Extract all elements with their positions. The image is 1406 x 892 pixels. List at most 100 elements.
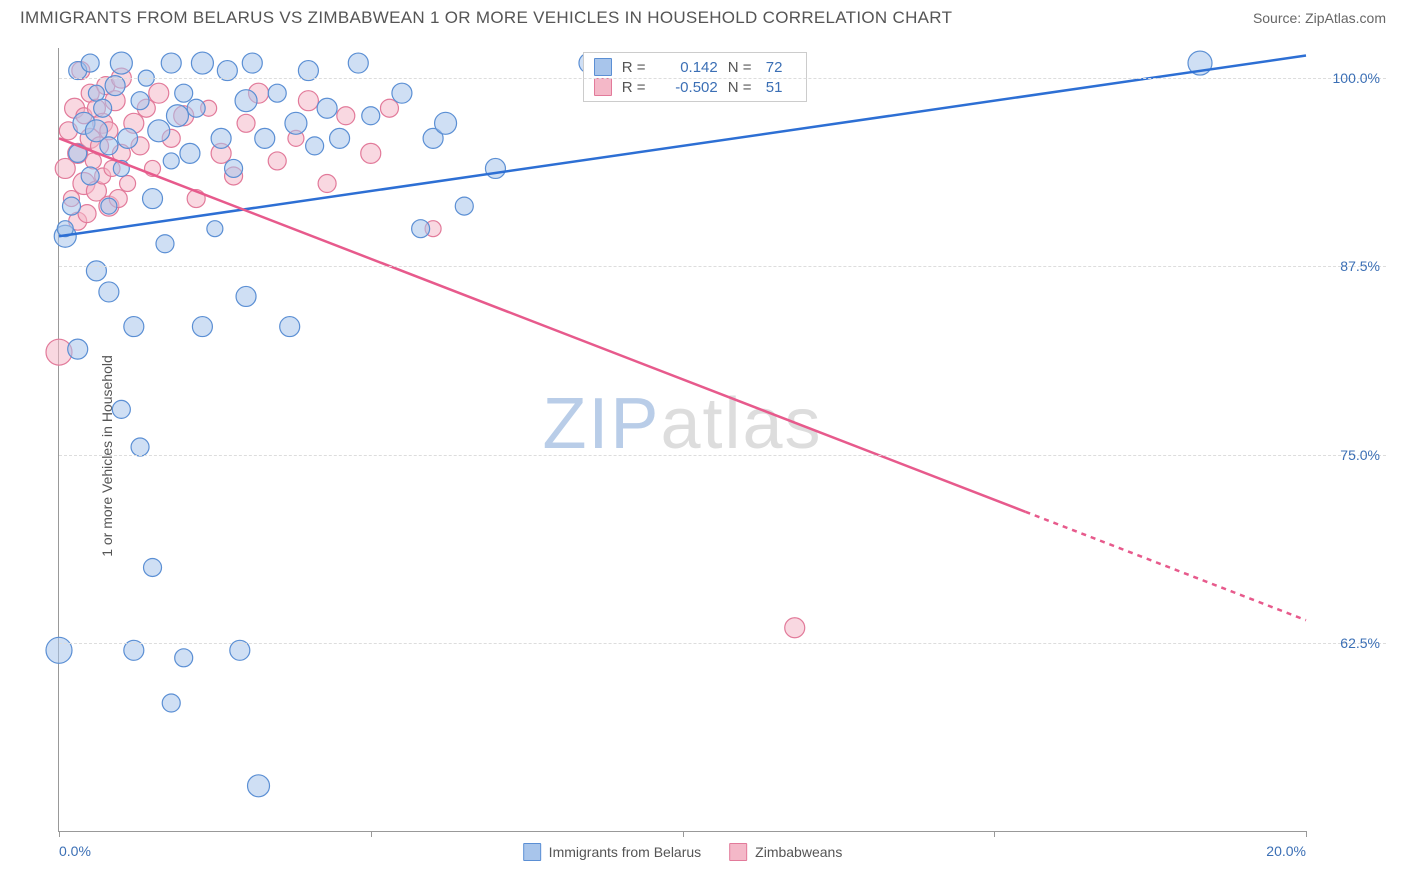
- scatter-point-belarus: [166, 105, 188, 127]
- legend-item-zimbabwe: Zimbabweans: [729, 843, 842, 861]
- source-attribution: Source: ZipAtlas.com: [1253, 10, 1386, 26]
- scatter-point-belarus: [255, 128, 275, 148]
- scatter-point-belarus: [100, 137, 118, 155]
- stats-swatch-zimbabwe: [594, 78, 612, 96]
- scatter-point-belarus: [81, 54, 99, 72]
- scatter-point-belarus: [348, 53, 368, 73]
- scatter-point-belarus: [280, 317, 300, 337]
- stats-r-label: R =: [622, 79, 650, 96]
- scatter-point-belarus: [110, 52, 132, 74]
- scatter-point-belarus: [207, 221, 223, 237]
- x-tick: [59, 831, 60, 837]
- legend-label-zimbabwe: Zimbabweans: [755, 844, 842, 860]
- scatter-point-belarus: [81, 167, 99, 185]
- stats-r-label: R =: [622, 59, 650, 76]
- scatter-point-belarus: [180, 143, 200, 163]
- scatter-point-belarus: [192, 317, 212, 337]
- scatter-plot-svg: [59, 48, 1306, 831]
- scatter-point-belarus: [124, 317, 144, 337]
- scatter-point-belarus: [162, 694, 180, 712]
- scatter-point-belarus: [94, 99, 112, 117]
- scatter-point-zimbabwe: [120, 176, 136, 192]
- legend-item-belarus: Immigrants from Belarus: [523, 843, 701, 861]
- scatter-point-belarus: [143, 189, 163, 209]
- scatter-point-belarus: [248, 775, 270, 797]
- gridline-h: [59, 78, 1386, 79]
- x-tick: [371, 831, 372, 837]
- scatter-point-belarus: [187, 99, 205, 117]
- scatter-point-zimbabwe: [361, 143, 381, 163]
- x-tick-label: 20.0%: [1266, 843, 1306, 859]
- scatter-point-belarus: [131, 438, 149, 456]
- y-tick-label: 87.5%: [1340, 258, 1380, 274]
- stats-n-value-zimbabwe: 51: [766, 79, 796, 96]
- legend-swatch-belarus: [523, 843, 541, 861]
- scatter-point-belarus: [268, 84, 286, 102]
- scatter-point-belarus: [112, 400, 130, 418]
- scatter-point-zimbabwe: [268, 152, 286, 170]
- scatter-point-belarus: [225, 159, 243, 177]
- y-tick-label: 100.0%: [1333, 70, 1380, 86]
- scatter-point-belarus: [435, 112, 457, 134]
- scatter-point-belarus: [485, 158, 505, 178]
- scatter-point-belarus: [306, 137, 324, 155]
- gridline-h: [59, 266, 1386, 267]
- scatter-point-belarus: [236, 286, 256, 306]
- scatter-point-zimbabwe: [785, 618, 805, 638]
- bottom-legend: Immigrants from Belarus Zimbabweans: [523, 843, 843, 861]
- scatter-point-zimbabwe: [337, 107, 355, 125]
- scatter-point-belarus: [330, 128, 350, 148]
- chart-container: 1 or more Vehicles in Household ZIPatlas…: [20, 40, 1386, 872]
- y-tick-label: 75.0%: [1340, 447, 1380, 463]
- scatter-point-belarus: [156, 235, 174, 253]
- stats-swatch-belarus: [594, 58, 612, 76]
- stats-row-zimbabwe: R = -0.502 N = 51: [594, 77, 796, 97]
- x-tick: [994, 831, 995, 837]
- scatter-point-belarus: [161, 53, 181, 73]
- legend-label-belarus: Immigrants from Belarus: [549, 844, 701, 860]
- scatter-point-belarus: [86, 261, 106, 281]
- x-tick: [683, 831, 684, 837]
- stats-r-value-belarus: 0.142: [660, 59, 718, 76]
- scatter-point-zimbabwe: [298, 91, 318, 111]
- stats-r-value-zimbabwe: -0.502: [660, 79, 718, 96]
- scatter-point-belarus: [144, 558, 162, 576]
- scatter-point-belarus: [62, 197, 80, 215]
- scatter-point-belarus: [191, 52, 213, 74]
- scatter-point-belarus: [412, 220, 430, 238]
- scatter-point-belarus: [68, 339, 88, 359]
- scatter-point-belarus: [317, 98, 337, 118]
- scatter-point-zimbabwe: [237, 114, 255, 132]
- stats-n-value-belarus: 72: [766, 59, 796, 76]
- gridline-h: [59, 643, 1386, 644]
- scatter-point-belarus: [211, 128, 231, 148]
- scatter-point-zimbabwe: [318, 175, 336, 193]
- scatter-point-belarus: [362, 107, 380, 125]
- scatter-point-belarus: [175, 649, 193, 667]
- scatter-point-belarus: [163, 153, 179, 169]
- gridline-h: [59, 455, 1386, 456]
- scatter-point-belarus: [242, 53, 262, 73]
- scatter-point-belarus: [175, 84, 193, 102]
- scatter-point-zimbabwe: [149, 83, 169, 103]
- chart-title: IMMIGRANTS FROM BELARUS VS ZIMBABWEAN 1 …: [20, 8, 952, 28]
- scatter-point-belarus: [455, 197, 473, 215]
- stats-n-label: N =: [728, 59, 756, 76]
- scatter-point-belarus: [392, 83, 412, 103]
- scatter-point-belarus: [148, 120, 170, 142]
- x-tick-label: 0.0%: [59, 843, 91, 859]
- scatter-point-belarus: [99, 282, 119, 302]
- legend-swatch-zimbabwe: [729, 843, 747, 861]
- scatter-point-belarus: [131, 92, 149, 110]
- trend-line-zimbabwe-dashed: [1025, 512, 1306, 620]
- scatter-point-belarus: [46, 637, 72, 663]
- stats-legend-box: R = 0.142 N = 72 R = -0.502 N = 51: [583, 52, 807, 102]
- scatter-point-zimbabwe: [380, 99, 398, 117]
- scatter-point-belarus: [118, 128, 138, 148]
- stats-n-label: N =: [728, 79, 756, 96]
- x-tick: [1306, 831, 1307, 837]
- plot-area: ZIPatlas R = 0.142 N = 72 R = -0.502 N =…: [58, 48, 1306, 832]
- scatter-point-belarus: [285, 112, 307, 134]
- scatter-point-belarus: [101, 198, 117, 214]
- scatter-point-belarus: [235, 90, 257, 112]
